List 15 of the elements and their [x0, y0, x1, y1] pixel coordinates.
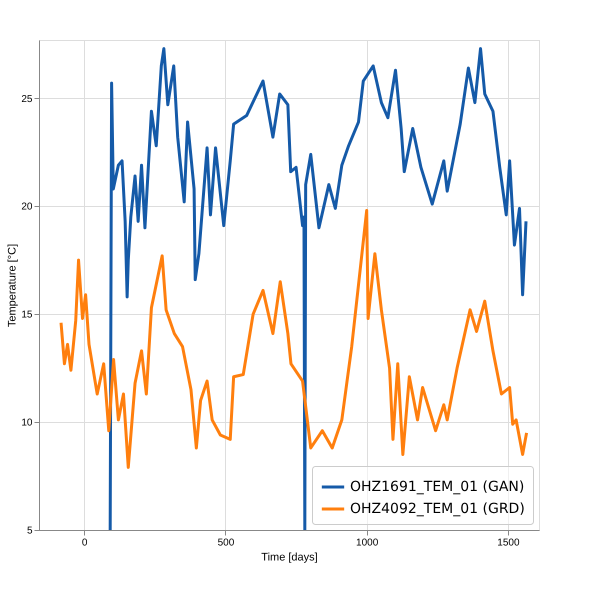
- y-tick-label: 10: [21, 418, 33, 429]
- x-tick-label: 500: [218, 538, 235, 548]
- legend-label: OHZ4092_TEM_01 (GRD): [350, 501, 525, 517]
- y-tick-label: 20: [21, 202, 33, 213]
- line-series: [60, 209, 528, 469]
- y-axis-title: Temperature [°C]: [6, 244, 18, 328]
- legend-label: OHZ1691_TEM_01 (GAN): [350, 479, 524, 495]
- y-tick-label: 25: [21, 94, 33, 105]
- y-tick-label: 5: [26, 526, 33, 536]
- x-tick-label: 1500: [497, 538, 520, 548]
- line-series: [108, 47, 528, 530]
- x-tick-label: 1000: [356, 538, 379, 548]
- x-tick-label: 0: [82, 538, 88, 548]
- x-axis-title: Time [days]: [261, 552, 318, 564]
- y-tick-label: 15: [21, 310, 33, 321]
